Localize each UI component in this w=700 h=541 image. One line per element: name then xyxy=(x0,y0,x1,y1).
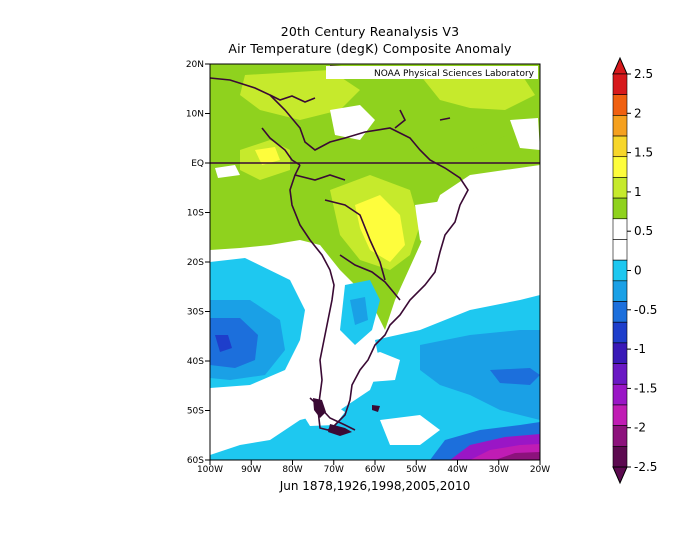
colorbar-tick-label: -2.5 xyxy=(634,460,657,474)
lat-tick-label: 20S xyxy=(187,258,204,268)
colorbar-swatch xyxy=(612,73,628,95)
credit-label: NOAA Physical Sciences Laboratory xyxy=(374,69,535,79)
coastlines xyxy=(210,65,469,431)
credit-box xyxy=(326,66,538,79)
latitude-axis: 20N 10N EQ 10S 20S 30S 40S 50S 60S xyxy=(186,60,210,466)
colorbar-swatch xyxy=(612,156,628,178)
lon-tick-label: 30W xyxy=(489,465,509,475)
lat-tick-label: 60S xyxy=(187,456,204,466)
colorbar-tick-label: 2 xyxy=(634,106,642,120)
colorbar-swatch xyxy=(612,404,628,426)
colorbar-swatch xyxy=(612,259,628,282)
time-caption: Jun 1878,1926,1998,2005,2010 xyxy=(279,479,471,493)
colorbar-swatch xyxy=(612,197,628,220)
colorbar-swatch xyxy=(612,218,628,240)
southern-islands xyxy=(313,398,380,436)
lon-tick-label: 60W xyxy=(365,465,385,475)
colorbar-swatch xyxy=(612,383,628,406)
colorbar-tick-label: 2.5 xyxy=(634,67,653,81)
colorbar-tick-label: -1.5 xyxy=(634,381,657,395)
lat-tick-label: 40S xyxy=(187,357,204,367)
colorbar-swatch xyxy=(612,280,628,302)
colorbar-tick-label: 1.5 xyxy=(634,146,653,160)
colorbar-swatch xyxy=(612,301,628,323)
anomaly-field xyxy=(210,64,540,460)
lon-tick-label: 20W xyxy=(530,465,550,475)
lat-tick-label: 20N xyxy=(186,60,204,70)
colorbar-tick-label: -2 xyxy=(634,421,646,435)
colorbar-tick-label: 1 xyxy=(634,185,642,199)
colorbar-swatch xyxy=(612,342,628,364)
lat-tick-label: 10N xyxy=(186,110,204,120)
lat-tick-label: 10S xyxy=(187,209,204,219)
chart-title: 20th Century Reanalysis V3 xyxy=(280,24,460,39)
lat-tick-label: 50S xyxy=(187,407,204,417)
colorbar-swatch xyxy=(612,363,628,385)
lat-tick-label: 30S xyxy=(187,308,204,318)
lon-tick-label: 90W xyxy=(241,465,261,475)
colorbar-tick-label: 0 xyxy=(634,264,642,278)
lon-tick-label: 80W xyxy=(282,465,302,475)
longitude-axis: 100W 90W 80W 70W 60W 50W 40W 30W 20W xyxy=(197,460,550,475)
colorbar-tick-label: 0.5 xyxy=(634,224,653,238)
colorbar xyxy=(612,56,628,485)
colorbar-labels: 2.5 2 1.5 1 0.5 0 -0.5 -1 -1.5 -2 -2.5 xyxy=(627,67,657,474)
colorbar-swatch xyxy=(612,177,628,199)
colorbar-tick-label: -1 xyxy=(634,342,646,356)
chart-subtitle: Air Temperature (degK) Composite Anomaly xyxy=(228,41,512,56)
colorbar-swatch xyxy=(612,425,628,447)
colorbar-swatch xyxy=(612,321,628,344)
colorbar-swatch xyxy=(612,135,628,158)
lon-tick-label: 70W xyxy=(324,465,344,475)
lon-tick-label: 50W xyxy=(406,465,426,475)
colorbar-swatch xyxy=(612,115,628,137)
colorbar-top-arrow xyxy=(612,56,628,75)
colorbar-swatch xyxy=(612,94,628,116)
colorbar-tick-label: -0.5 xyxy=(634,303,657,317)
colorbar-swatch xyxy=(612,239,628,261)
lon-tick-label: 100W xyxy=(197,465,223,475)
colorbar-bottom-arrow xyxy=(612,466,628,485)
lon-tick-label: 40W xyxy=(447,465,467,475)
lat-tick-label: EQ xyxy=(191,159,204,169)
colorbar-swatch xyxy=(612,446,628,468)
